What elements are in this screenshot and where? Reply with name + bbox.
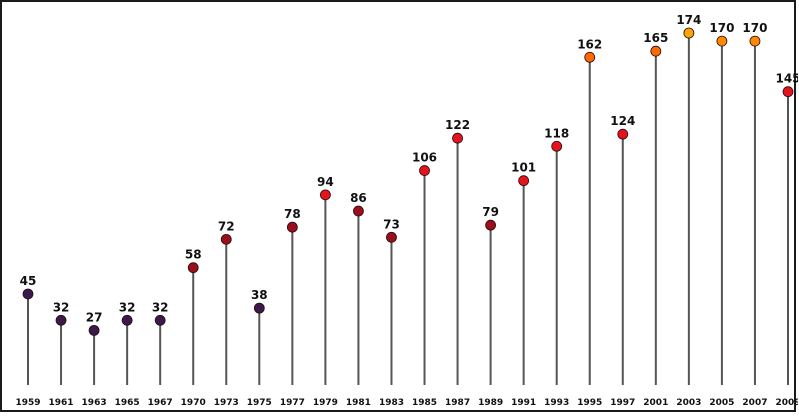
- value-label-1965: 32: [119, 300, 136, 314]
- tick-label-1987: 1987: [445, 398, 470, 408]
- value-label-2005: 170: [709, 21, 734, 35]
- marker-2005: [716, 35, 728, 47]
- marker-1991: [518, 175, 530, 187]
- marker-2003: [683, 27, 695, 39]
- value-label-1995: 162: [577, 37, 602, 51]
- tick-label-2007: 2007: [742, 398, 767, 408]
- marker-1963: [88, 324, 100, 336]
- marker-1989: [485, 219, 497, 231]
- marker-2007: [749, 35, 761, 47]
- marker-1995: [584, 51, 596, 63]
- marker-1987: [452, 132, 463, 144]
- value-label-1977: 78: [284, 207, 301, 221]
- value-label-1967: 32: [152, 300, 169, 314]
- value-label-1981: 86: [350, 191, 367, 205]
- marker-1967: [154, 314, 166, 326]
- value-label-1983: 73: [383, 217, 400, 231]
- value-label-1993: 118: [544, 126, 569, 140]
- value-label-1959: 45: [20, 274, 37, 288]
- tick-label-1993: 1993: [544, 398, 569, 408]
- value-label-2007: 170: [742, 21, 767, 35]
- marker-1977: [286, 221, 298, 233]
- value-label-1970: 58: [185, 248, 202, 262]
- tick-label-1985: 1985: [412, 398, 437, 408]
- marker-1961: [55, 314, 67, 326]
- value-label-1973: 72: [218, 219, 235, 233]
- value-label-1997: 124: [610, 114, 635, 128]
- tick-label-2009: 2009: [775, 398, 798, 408]
- tick-label-1975: 1975: [247, 398, 272, 408]
- tick-label-1973: 1973: [214, 398, 239, 408]
- marker-1981: [353, 205, 364, 217]
- marker-2009: [782, 86, 794, 98]
- value-label-1979: 94: [317, 175, 334, 189]
- value-label-1985: 106: [412, 151, 437, 165]
- tick-label-1967: 1967: [148, 398, 173, 408]
- marker-1983: [386, 231, 397, 243]
- value-label-2003: 174: [676, 13, 701, 27]
- marker-1975: [253, 302, 265, 314]
- tick-label-1977: 1977: [280, 398, 305, 408]
- marker-1985: [419, 165, 430, 176]
- tick-label-1997: 1997: [610, 398, 635, 408]
- value-label-1991: 101: [511, 161, 536, 175]
- value-label-1987: 122: [445, 118, 470, 132]
- tick-label-1981: 1981: [346, 398, 371, 408]
- marker-1993: [551, 140, 563, 152]
- tick-label-1979: 1979: [313, 398, 338, 408]
- value-label-1963: 27: [86, 310, 103, 324]
- marker-1970: [187, 262, 199, 274]
- value-label-1989: 79: [482, 205, 499, 219]
- marker-2001: [650, 45, 662, 57]
- tick-label-1961: 1961: [49, 398, 74, 408]
- tick-label-1965: 1965: [115, 398, 140, 408]
- marker-1979: [319, 189, 331, 201]
- tick-label-1991: 1991: [511, 398, 536, 408]
- value-label-2009: 145: [775, 72, 798, 86]
- tick-label-1959: 1959: [15, 398, 40, 408]
- marker-1959: [22, 288, 34, 300]
- tick-label-2003: 2003: [676, 398, 701, 408]
- tick-label-1983: 1983: [379, 398, 404, 408]
- value-label-1961: 32: [53, 300, 70, 314]
- marker-1997: [617, 128, 629, 140]
- tick-label-1963: 1963: [82, 398, 107, 408]
- tick-label-2001: 2001: [643, 398, 668, 408]
- tick-label-1995: 1995: [577, 398, 602, 408]
- tick-label-1989: 1989: [478, 398, 503, 408]
- tick-label-2005: 2005: [709, 398, 734, 408]
- value-label-1975: 38: [251, 288, 268, 302]
- marker-1965: [121, 314, 133, 326]
- marker-1973: [220, 233, 232, 245]
- value-label-2001: 165: [643, 31, 668, 45]
- tick-label-1970: 1970: [181, 398, 206, 408]
